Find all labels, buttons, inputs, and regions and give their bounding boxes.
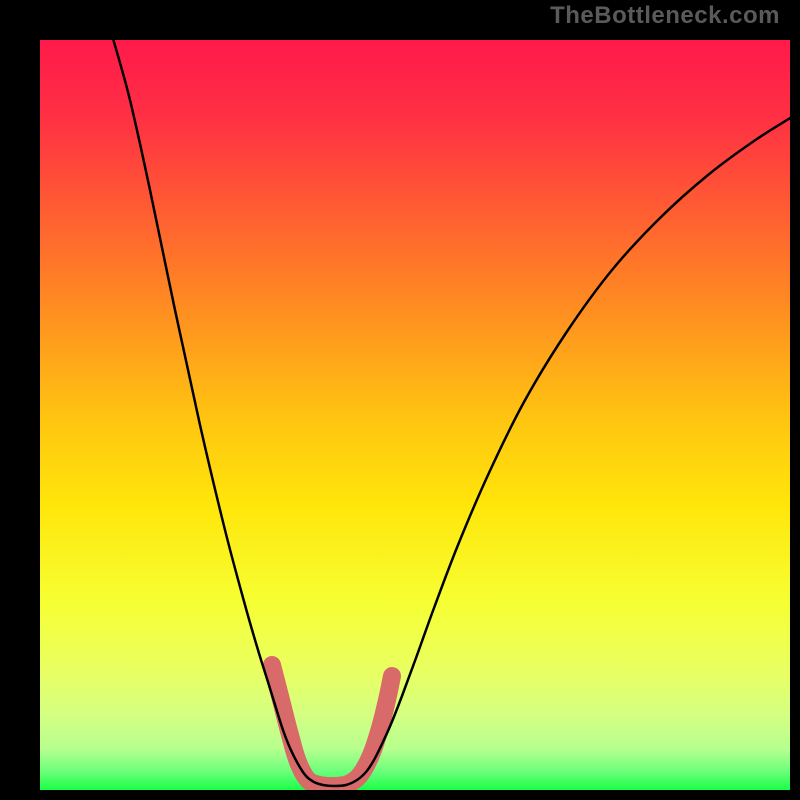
chart-outer-frame: TheBottleneck.com [0, 0, 800, 800]
watermark-text: TheBottleneck.com [550, 2, 780, 30]
plot-area [40, 40, 790, 790]
bottleneck-chart [40, 40, 790, 790]
gradient-background [40, 40, 790, 790]
